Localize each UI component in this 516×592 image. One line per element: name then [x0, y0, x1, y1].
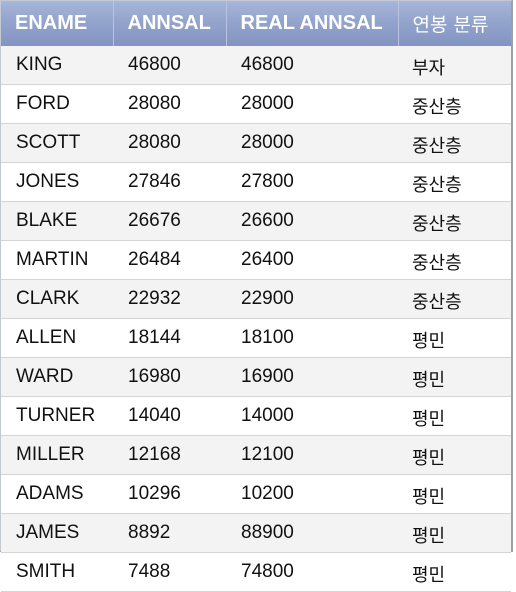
cell-salary-class: 평민 [398, 435, 511, 475]
cell-annsal: 14040 [113, 396, 226, 436]
cell-ename: JONES [1, 162, 113, 202]
cell-ename: KING [1, 46, 113, 85]
cell-salary-class: 평민 [398, 357, 511, 397]
cell-annsal: 8892 [113, 513, 226, 553]
cell-salary-class: 부자 [398, 46, 511, 85]
cell-annsal: 10296 [113, 474, 226, 514]
table-row[interactable]: BLAKE 26676 26600 중산층 [1, 201, 511, 241]
cell-salary-class: 평민 [398, 396, 511, 436]
table-row[interactable]: TURNER 14040 14000 평민 [1, 396, 511, 436]
column-header-ename[interactable]: ENAME [1, 1, 114, 46]
cell-real-annsal: 26400 [226, 240, 398, 280]
cell-salary-class: 중산층 [398, 123, 511, 163]
cell-salary-class: 중산층 [398, 84, 511, 124]
cell-real-annsal: 26600 [226, 201, 398, 241]
table-row[interactable]: KING 46800 46800 부자 [1, 46, 511, 85]
cell-salary-class: 평민 [398, 552, 511, 592]
cell-real-annsal: 10200 [226, 474, 398, 514]
column-header-real-annsal[interactable]: REAL ANNSAL [226, 1, 399, 46]
cell-salary-class: 평민 [398, 513, 511, 553]
cell-ename: WARD [1, 357, 113, 397]
table-row[interactable]: WARD 16980 16900 평민 [1, 357, 511, 397]
column-header-salary-class[interactable]: 연봉 분류 [398, 1, 511, 46]
cell-ename: TURNER [1, 396, 113, 436]
cell-salary-class: 중산층 [398, 162, 511, 202]
cell-annsal: 26484 [113, 240, 226, 280]
table-row[interactable]: SMITH 7488 74800 평민 [1, 552, 511, 592]
cell-real-annsal: 16900 [226, 357, 398, 397]
cell-annsal: 7488 [113, 552, 226, 592]
table-row[interactable]: ADAMS 10296 10200 평민 [1, 474, 511, 514]
cell-ename: SCOTT [1, 123, 113, 163]
cell-ename: ALLEN [1, 318, 113, 358]
cell-ename: MARTIN [1, 240, 113, 280]
header-row: ENAME ANNSAL REAL ANNSAL 연봉 분류 [1, 1, 511, 46]
cell-real-annsal: 18100 [226, 318, 398, 358]
cell-annsal: 27846 [113, 162, 226, 202]
cell-ename: ADAMS [1, 474, 113, 514]
cell-salary-class: 중산층 [398, 240, 511, 280]
table-row[interactable]: CLARK 22932 22900 중산층 [1, 279, 511, 319]
table-header: ENAME ANNSAL REAL ANNSAL 연봉 분류 [1, 1, 511, 46]
cell-salary-class: 중산층 [398, 279, 511, 319]
cell-annsal: 22932 [113, 279, 226, 319]
cell-real-annsal: 28000 [226, 84, 398, 124]
table-row[interactable]: JAMES 8892 88900 평민 [1, 513, 511, 553]
cell-real-annsal: 74800 [226, 552, 398, 592]
cell-real-annsal: 27800 [226, 162, 398, 202]
cell-real-annsal: 88900 [226, 513, 398, 553]
cell-ename: FORD [1, 84, 113, 124]
cell-annsal: 28080 [113, 123, 226, 163]
table-row[interactable]: ALLEN 18144 18100 평민 [1, 318, 511, 358]
table-body: KING 46800 46800 부자 FORD 28080 28000 중산층 SCOTT 28… [1, 46, 511, 592]
cell-ename: BLAKE [1, 201, 113, 241]
table-row[interactable]: JONES 27846 27800 중산층 [1, 162, 511, 202]
cell-annsal: 26676 [113, 201, 226, 241]
cell-real-annsal: 28000 [226, 123, 398, 163]
cell-ename: MILLER [1, 435, 113, 475]
cell-ename: SMITH [1, 552, 113, 592]
column-header-annsal[interactable]: ANNSAL [113, 1, 227, 46]
cell-annsal: 46800 [113, 46, 226, 85]
table-row[interactable]: MARTIN 26484 26400 중산층 [1, 240, 511, 280]
table-row[interactable]: MILLER 12168 12100 평민 [1, 435, 511, 475]
cell-annsal: 28080 [113, 84, 226, 124]
cell-real-annsal: 12100 [226, 435, 398, 475]
cell-annsal: 16980 [113, 357, 226, 397]
cell-ename: JAMES [1, 513, 113, 553]
cell-salary-class: 중산층 [398, 201, 511, 241]
cell-real-annsal: 22900 [226, 279, 398, 319]
cell-salary-class: 평민 [398, 474, 511, 514]
cell-salary-class: 평민 [398, 318, 511, 358]
cell-ename: CLARK [1, 279, 113, 319]
cell-annsal: 18144 [113, 318, 226, 358]
table-row[interactable]: SCOTT 28080 28000 중산층 [1, 123, 511, 163]
cell-real-annsal: 14000 [226, 396, 398, 436]
table-row[interactable]: FORD 28080 28000 중산층 [1, 84, 511, 124]
cell-real-annsal: 46800 [226, 46, 398, 85]
cell-annsal: 12168 [113, 435, 226, 475]
